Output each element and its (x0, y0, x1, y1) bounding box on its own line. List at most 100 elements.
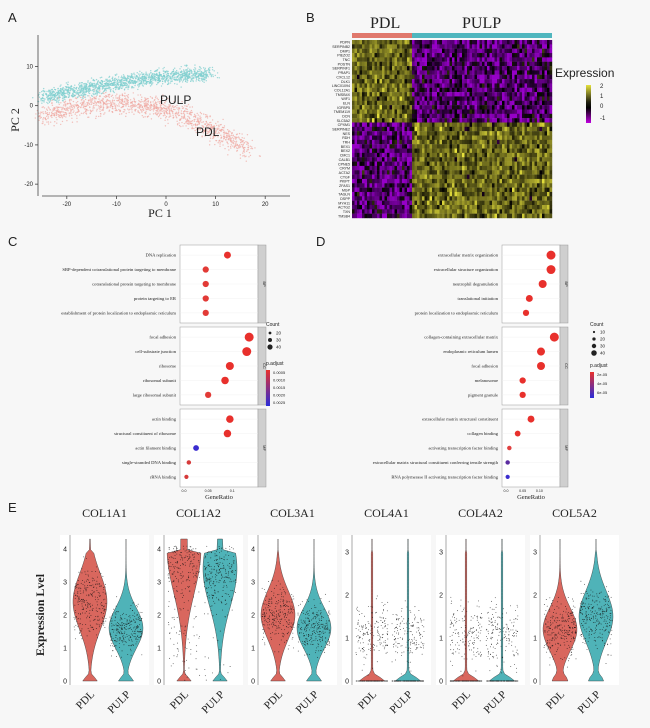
pca-point-pdl (49, 121, 52, 123)
heatmap-cell (462, 131, 465, 136)
pca-point-pulp (194, 64, 196, 66)
pca-point-pdl (194, 126, 197, 129)
heatmap-cell (517, 40, 520, 45)
heatmap-cell (487, 126, 490, 132)
heatmap-cell (367, 61, 370, 67)
heatmap-cell (369, 131, 373, 136)
heatmap-cell (482, 74, 485, 80)
pca-point-pdl (83, 106, 85, 108)
pca-point-pulp (118, 78, 120, 80)
heatmap-cell (442, 148, 445, 154)
heatmap-cell (424, 87, 428, 93)
heatmap-cell (419, 66, 423, 71)
heatmap-cell (359, 96, 363, 101)
pca-point-pulp (83, 83, 85, 85)
heatmap-cell (522, 92, 525, 97)
pca-point-pulp (77, 93, 79, 96)
pca-y-tick-label: -10 (24, 143, 33, 149)
pca-point-pdl (87, 104, 89, 106)
pca-point-pulp (61, 97, 64, 99)
heatmap-cell (532, 87, 535, 93)
pca-point-pdl (222, 129, 225, 131)
pca-point-pdl (94, 100, 96, 102)
heatmap-cell (379, 118, 383, 123)
heatmap-cell (487, 135, 490, 141)
heatmap-cell (394, 100, 398, 106)
pca-point-pdl (110, 105, 113, 107)
pca-point-pdl (85, 110, 87, 112)
heatmap-cell (454, 66, 458, 71)
heatmap-cell (539, 61, 543, 67)
heatmap-cell (492, 122, 495, 128)
heatmap-cell (522, 109, 525, 115)
heatmap-cell (462, 113, 465, 119)
heatmap-cell (467, 96, 470, 101)
heatmap-cell (354, 61, 358, 67)
pca-point-pdl (181, 121, 183, 124)
pca-point-pdl (193, 127, 195, 130)
heatmap-cell (462, 61, 465, 67)
heatmap-cell (444, 92, 448, 97)
heatmap-cell (434, 100, 438, 106)
heatmap-cell (519, 131, 523, 136)
heatmap-cell (494, 113, 498, 119)
pca-point-pdl (138, 103, 140, 106)
pca-point-pdl (247, 146, 249, 149)
pca-point-pulp (43, 91, 45, 93)
pca-point-pdl (218, 127, 220, 130)
heatmap-cell (404, 126, 408, 132)
pca-point-pulp (179, 77, 181, 79)
heatmap-cell (402, 113, 405, 119)
pca-point-pulp (166, 83, 169, 86)
heatmap-cell (534, 152, 538, 158)
pca-point-pdl (251, 139, 253, 142)
heatmap-cell (352, 57, 355, 62)
heatmap-cell (457, 118, 460, 123)
heatmap-cell (374, 40, 378, 45)
heatmap-cell (529, 139, 533, 145)
heatmap-cell (387, 48, 390, 54)
pca-point-pdl (113, 99, 116, 102)
heatmap-cell (472, 131, 475, 136)
pca-point-pdl (149, 96, 152, 98)
pca-point-pulp (190, 69, 192, 71)
pca-point-pulp (194, 73, 197, 75)
heatmap-cell (477, 113, 480, 119)
heatmap-cell (412, 96, 415, 101)
heatmap-cell (537, 48, 540, 54)
pca-point-pdl (183, 122, 186, 125)
heatmap-cell (494, 83, 498, 88)
heatmap-cell (437, 109, 440, 115)
pca-point-pdl (176, 113, 179, 115)
heatmap-cell (407, 135, 410, 141)
pca-point-pulp (57, 94, 59, 96)
heatmap-cell (364, 135, 368, 141)
heatmap-cell (387, 100, 390, 106)
heatmap-cell (469, 40, 473, 45)
heatmap-cell (467, 79, 470, 84)
heatmap-cell (404, 139, 408, 145)
pca-point-pulp (109, 87, 111, 89)
pca-point-pdl (102, 100, 104, 102)
heatmap-cell (487, 53, 490, 58)
pca-point-pulp (115, 85, 117, 88)
heatmap-cell (487, 105, 490, 110)
heatmap-cell (544, 79, 548, 84)
pca-point-pdl (122, 103, 125, 106)
pca-point-pulp (83, 85, 85, 87)
pca-point-pulp (78, 95, 80, 97)
heatmap-cell (459, 109, 463, 115)
heatmap-cell (487, 70, 490, 75)
heatmap-cell (359, 92, 363, 97)
heatmap-cell (534, 83, 538, 88)
heatmap-cell (352, 53, 355, 58)
heatmap-cell (479, 79, 483, 84)
heatmap-cell (427, 44, 430, 49)
heatmap-cell (474, 79, 478, 84)
heatmap-cell (504, 152, 508, 158)
heatmap-cell (437, 92, 440, 97)
heatmap-cell (547, 40, 550, 45)
pca-point-pdl (226, 141, 228, 143)
pca-point-pulp (208, 69, 211, 72)
heatmap-cell (497, 122, 500, 128)
